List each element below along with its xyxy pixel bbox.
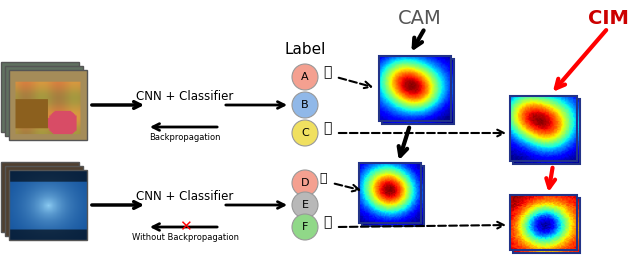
Text: CNN + Classifier: CNN + Classifier xyxy=(137,191,234,204)
Circle shape xyxy=(292,170,318,196)
Text: Label: Label xyxy=(285,42,325,56)
Circle shape xyxy=(292,192,318,218)
Circle shape xyxy=(292,92,318,118)
Text: ✕: ✕ xyxy=(179,220,191,235)
Bar xyxy=(1,62,79,132)
Bar xyxy=(379,56,451,120)
Text: E: E xyxy=(302,200,309,210)
Text: A: A xyxy=(301,72,309,82)
Circle shape xyxy=(292,214,318,240)
Bar xyxy=(1,162,79,232)
Text: CNN + Classifier: CNN + Classifier xyxy=(137,90,234,103)
Bar xyxy=(362,166,424,226)
Text: Backpropagation: Backpropagation xyxy=(149,133,221,143)
Text: F: F xyxy=(302,222,308,232)
Text: 👍: 👍 xyxy=(319,171,327,184)
Text: 👍: 👍 xyxy=(323,121,331,135)
Bar xyxy=(5,66,83,136)
Bar xyxy=(510,194,577,249)
Bar xyxy=(359,163,421,223)
Text: CAM: CAM xyxy=(398,8,442,28)
Circle shape xyxy=(292,120,318,146)
Text: CIM: CIM xyxy=(588,8,628,28)
Text: 👍: 👍 xyxy=(323,215,331,229)
Text: Without Backpropagation: Without Backpropagation xyxy=(131,234,239,242)
Bar xyxy=(9,70,87,140)
Bar xyxy=(9,170,87,240)
Text: D: D xyxy=(300,178,309,188)
Bar xyxy=(512,99,579,164)
Text: B: B xyxy=(301,100,309,110)
Bar xyxy=(510,96,577,160)
Circle shape xyxy=(292,64,318,90)
Text: 👍: 👍 xyxy=(323,65,331,79)
Bar xyxy=(5,166,83,236)
Text: C: C xyxy=(301,128,309,138)
Bar xyxy=(382,59,454,123)
Bar xyxy=(512,197,579,252)
